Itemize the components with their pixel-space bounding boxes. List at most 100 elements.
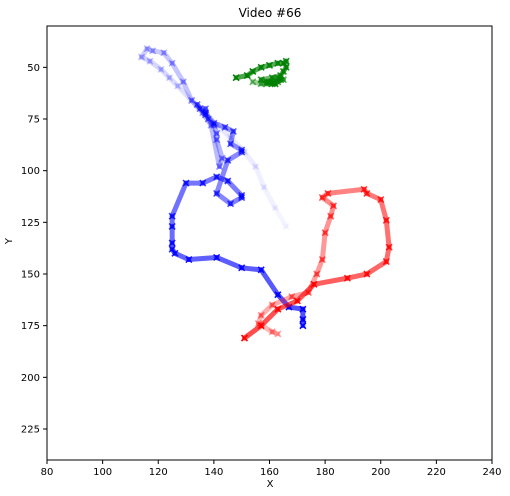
series-0-point <box>157 65 165 73</box>
series-0-point <box>204 115 212 123</box>
series-2-point <box>263 80 271 88</box>
series-0-point <box>299 315 307 324</box>
series-0-point <box>213 173 221 181</box>
series-1-point <box>288 293 296 301</box>
series-0-point <box>188 96 196 104</box>
series-2-point <box>277 72 285 80</box>
series-2-point <box>263 78 271 86</box>
series-0-point <box>238 264 246 272</box>
series-0-segment <box>161 50 175 66</box>
series-1-point <box>304 289 313 297</box>
series-1-segment <box>258 302 275 318</box>
series-2-point <box>232 74 240 82</box>
series-0-point <box>193 100 201 109</box>
series-0-point <box>201 109 210 117</box>
series-1-point <box>360 185 368 193</box>
series-0-point <box>215 162 224 171</box>
series-0-segment <box>228 128 236 147</box>
series-0-point <box>199 179 207 187</box>
series-1-segment <box>322 213 334 236</box>
y-tick-label: 175 <box>21 321 40 332</box>
series-1-point <box>327 212 335 220</box>
series-0-point <box>137 53 146 61</box>
series-0-point <box>252 162 260 171</box>
series-1-segment <box>344 271 370 281</box>
series-0-point <box>149 47 157 55</box>
series-1-segment <box>319 230 328 263</box>
series-0-point <box>210 121 218 129</box>
series-0-point <box>165 74 173 82</box>
series-1-segment <box>364 259 389 277</box>
series-2-point <box>268 80 276 88</box>
series-0-point <box>282 222 290 231</box>
series-1-segment <box>328 203 336 219</box>
x-tick-label: 220 <box>427 467 446 478</box>
series-0-segment <box>208 122 222 170</box>
series-0-point <box>201 111 210 119</box>
y-tick-label: 225 <box>21 425 40 436</box>
series-0-point <box>260 183 268 191</box>
series-1-segment <box>275 298 300 312</box>
series-2-point <box>279 67 287 76</box>
series-1-point <box>382 216 390 224</box>
series-0-segment <box>169 180 189 219</box>
series-0-point <box>171 249 179 257</box>
series-0-point <box>179 78 187 86</box>
series-1-point <box>274 330 282 338</box>
series-2-point <box>279 59 287 67</box>
axes: 80 100 120 140 160 180 200 220 240 50 75 100 125 150 1… <box>21 25 502 478</box>
series-1-segment <box>311 275 350 287</box>
series-0-point <box>188 96 196 104</box>
series-2-point <box>257 76 265 84</box>
series-0-point <box>196 105 204 113</box>
series-1-point <box>377 196 385 204</box>
series-1-segment <box>378 197 389 223</box>
series-0-segment <box>200 110 214 128</box>
series-0-point <box>168 239 176 247</box>
series-0-point <box>201 105 210 113</box>
series-0-point <box>168 59 176 67</box>
series-0-segment <box>216 155 225 170</box>
y-tick-label: 75 <box>27 115 40 126</box>
series-2-point <box>282 63 290 71</box>
series-0-point <box>168 222 176 231</box>
series-0-point <box>238 148 246 156</box>
series-0-segment <box>258 267 281 298</box>
series-1-point <box>268 301 276 309</box>
series-1-point <box>293 297 301 305</box>
series-0-point <box>238 193 246 202</box>
series-0-segment <box>166 75 181 89</box>
series-0-segment <box>211 120 228 130</box>
series-2-point <box>279 76 287 84</box>
series-1-segment <box>383 217 392 250</box>
series-1-segment <box>314 257 325 277</box>
series-0-point <box>238 146 246 154</box>
series-1-point <box>324 189 332 197</box>
series-1-segment <box>325 186 367 196</box>
series-1-point <box>329 202 338 210</box>
series-1-point <box>240 334 249 342</box>
chart-title: Video #66 <box>239 6 302 20</box>
series-0-point <box>168 212 176 220</box>
series-0-segment <box>175 83 195 103</box>
series-0-segment <box>253 164 267 190</box>
series-0-segment <box>211 122 220 136</box>
series-0-segment <box>158 66 172 81</box>
series-0-segment <box>214 137 225 161</box>
series-0-point <box>257 266 265 274</box>
series-0-segment <box>186 254 220 263</box>
x-tick-label: 160 <box>260 467 279 478</box>
series-0-point <box>213 136 221 144</box>
series-0-point <box>271 204 279 212</box>
series-0-point <box>213 129 221 138</box>
series-1-segment <box>364 190 384 203</box>
series-0-point <box>226 134 235 142</box>
series-0-segment <box>241 149 259 170</box>
y-tick-label: 125 <box>21 218 40 229</box>
y-tick-label: 150 <box>21 270 40 281</box>
series-0-segment <box>200 174 220 186</box>
series-1-point <box>268 328 276 336</box>
x-tick-label: 240 <box>482 467 501 478</box>
